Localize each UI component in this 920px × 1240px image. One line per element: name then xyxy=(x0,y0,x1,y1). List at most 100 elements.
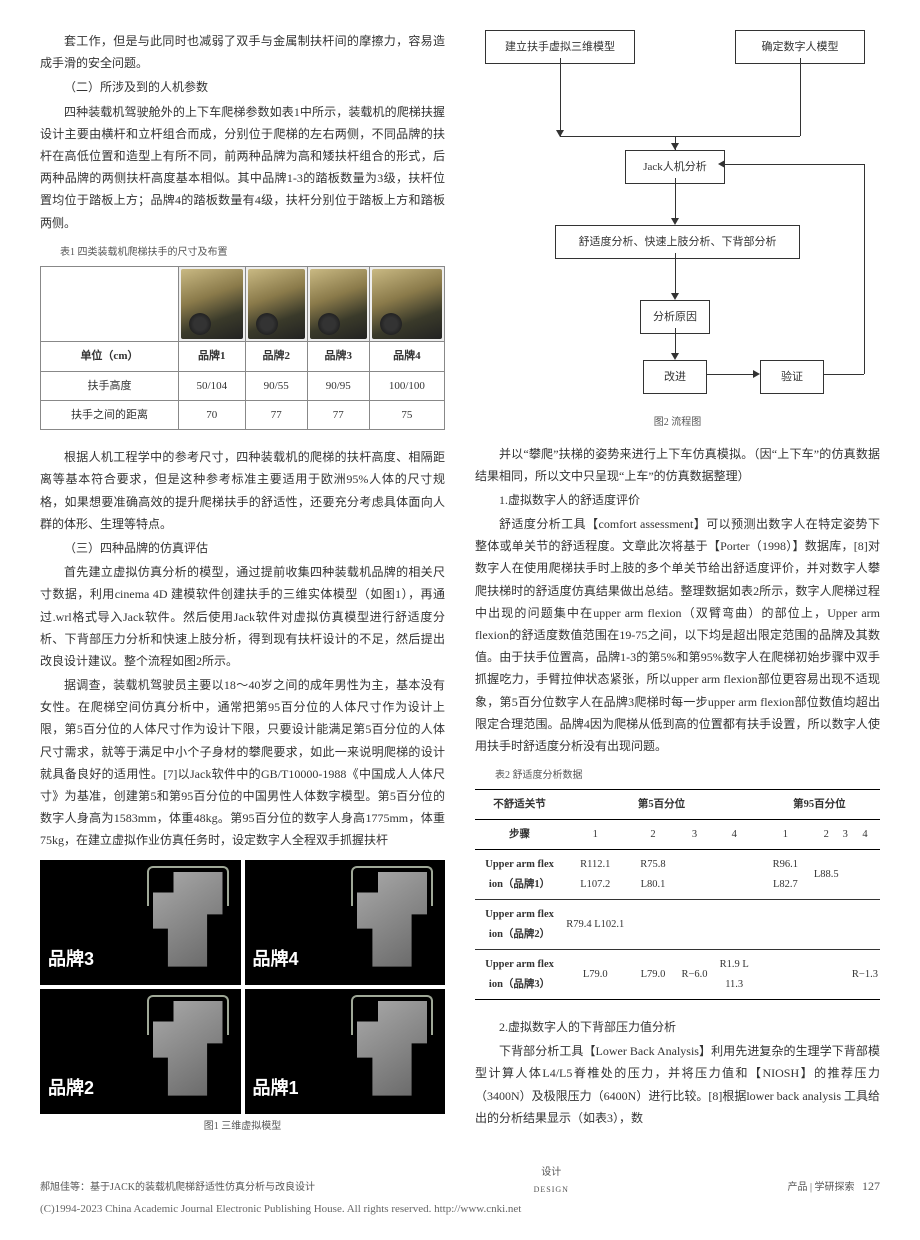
flow-arrow xyxy=(864,164,865,374)
section-title: （二）所涉及到的人机参数 xyxy=(40,76,445,98)
flow-arrow xyxy=(824,374,864,375)
flow-arrow xyxy=(725,164,864,165)
subsection-title: 1.虚拟数字人的舒适度评价 xyxy=(475,489,880,511)
table-cell: 90/55 xyxy=(245,371,307,400)
page-number: 127 xyxy=(862,1179,880,1193)
arrowhead-icon xyxy=(671,218,679,225)
flow-node: 验证 xyxy=(760,360,824,394)
paragraph: 舒适度分析工具【comfort assessment】可以预测出数字人在特定姿势… xyxy=(475,513,880,757)
table-cell xyxy=(759,900,812,950)
section-title: （三）四种品牌的仿真评估 xyxy=(40,537,445,559)
table-header: 第5百分位 xyxy=(564,789,759,819)
table-header: 不舒适关节 xyxy=(475,789,564,819)
footer-subtitle: DESIGN xyxy=(534,1183,569,1198)
table-cell: 扶手之间的距离 xyxy=(41,400,179,429)
arrowhead-icon xyxy=(671,353,679,360)
table-cell: 3 xyxy=(841,820,850,850)
figure-caption: 图1 三维虚拟模型 xyxy=(40,1118,445,1137)
flow-arrow xyxy=(725,136,800,137)
table-header: 第95百分位 xyxy=(759,789,880,819)
table-cell xyxy=(710,850,759,900)
model-render: 品牌3 xyxy=(40,860,241,985)
table-cell: 100/100 xyxy=(369,371,444,400)
model-render: 品牌2 xyxy=(40,989,241,1114)
footer-center: 设计 DESIGN xyxy=(534,1164,569,1197)
table-cell: 1 xyxy=(759,820,812,850)
table-cell: 2 xyxy=(626,820,679,850)
table-cell: 50/104 xyxy=(178,371,245,400)
paragraph: 套工作，但是与此同时也减弱了双手与金属制扶杆间的摩擦力，容易造成手滑的安全问题。 xyxy=(40,30,445,74)
flow-arrow xyxy=(625,136,725,137)
table-cell: 步骤 xyxy=(475,820,564,850)
flow-arrow xyxy=(560,58,561,136)
table-cell: 4 xyxy=(710,820,759,850)
flow-arrow xyxy=(707,374,753,375)
table-header: 品牌3 xyxy=(307,342,369,371)
model-label: 品牌1 xyxy=(253,1072,299,1105)
copyright-line: (C)1994-2023 China Academic Journal Elec… xyxy=(40,1199,880,1219)
footer-title: 设计 xyxy=(534,1164,569,1183)
table-caption: 表2 舒适度分析数据 xyxy=(495,767,880,786)
paragraph: 首先建立虚拟仿真分析的模型，通过提前收集四种装载机品牌的相关尺寸数据，利用cin… xyxy=(40,561,445,672)
table-cell: 70 xyxy=(178,400,245,429)
table-cell: Upper arm flex ion（品牌3） xyxy=(475,950,564,1000)
paragraph: 下背部分析工具【Lower Back Analysis】利用先进复杂的生理学下背… xyxy=(475,1040,880,1129)
page-footer: 郝旭佳等：基于JACK的装载机爬梯舒适性仿真分析与改良设计 设计 DESIGN … xyxy=(40,1164,880,1197)
arrowhead-icon xyxy=(671,293,679,300)
figure-1: 品牌3 品牌4 品牌2 品牌1 xyxy=(40,860,445,1114)
table-cell xyxy=(841,900,850,950)
table-cell: Upper arm flex ion（品牌1） xyxy=(475,850,564,900)
flow-arrow xyxy=(800,58,801,136)
loader-photo xyxy=(372,269,442,339)
table-cell: R−6.0 xyxy=(679,950,709,1000)
flow-arrow xyxy=(675,253,676,293)
table-cell: 77 xyxy=(245,400,307,429)
arrowhead-icon xyxy=(718,160,725,168)
table-cell: L79.0 xyxy=(626,950,679,1000)
paragraph: 四种装载机驾驶舱外的上下车爬梯参数如表1中所示，装载机的爬梯扶握设计主要由横杆和… xyxy=(40,101,445,234)
table-cell: 2 xyxy=(812,820,841,850)
table-header: 品牌4 xyxy=(369,342,444,371)
table-caption: 表1 四类装载机爬梯扶手的尺寸及布置 xyxy=(60,244,445,263)
table-header: 品牌2 xyxy=(245,342,307,371)
table-cell xyxy=(679,900,709,950)
table-cell: R96.1 L82.7 xyxy=(759,850,812,900)
subsection-title: 2.虚拟数字人的下背部压力值分析 xyxy=(475,1016,880,1038)
table-cell: Upper arm flex ion（品牌2） xyxy=(475,900,564,950)
table-cell: 3 xyxy=(679,820,709,850)
flow-node: 舒适度分析、快速上肢分析、下背部分析 xyxy=(555,225,800,259)
table-cell: 77 xyxy=(307,400,369,429)
table-cell: 扶手高度 xyxy=(41,371,179,400)
table-cell xyxy=(812,950,841,1000)
table-cell: R112.1 L107.2 xyxy=(564,850,626,900)
table-cell: L88.5 xyxy=(812,850,841,900)
table-cell xyxy=(850,850,880,900)
table-cell: R1.9 L 11.3 xyxy=(710,950,759,1000)
loader-photo xyxy=(310,269,367,339)
flow-arrow xyxy=(675,178,676,218)
arrowhead-icon xyxy=(753,370,760,378)
footer-section: 产品 | 学研探索 xyxy=(787,1182,854,1193)
table-header: 品牌1 xyxy=(178,342,245,371)
model-render: 品牌4 xyxy=(245,860,446,985)
model-label: 品牌3 xyxy=(48,943,94,976)
table-cell xyxy=(679,850,709,900)
paragraph: 并以“攀爬”扶梯的姿势来进行上下车仿真模拟。（因“上下车”的仿真数据结果相同，所… xyxy=(475,443,880,487)
table-cell: L79.0 xyxy=(564,950,626,1000)
loader-photo xyxy=(248,269,305,339)
footer-right: 产品 | 学研探索 127 xyxy=(787,1175,880,1198)
table-cell: R−1.3 xyxy=(850,950,880,1000)
table-2-body: 不舒适关节 第5百分位 第95百分位 步骤 1 2 3 4 1 2 3 4 Up… xyxy=(475,789,880,1000)
paragraph: 据调查，装载机驾驶员主要以18～40岁之间的成年男性为主，基本没有女性。在爬梯空… xyxy=(40,674,445,852)
table-cell: 90/95 xyxy=(307,371,369,400)
table-cell xyxy=(626,900,679,950)
model-label: 品牌4 xyxy=(253,943,299,976)
table-cell xyxy=(759,950,812,1000)
table-1: 单位（cm） 品牌1 品牌2 品牌3 品牌4 扶手高度 50/104 90/55… xyxy=(40,266,445,430)
table-cell: R79.4 L102.1 xyxy=(564,900,626,950)
flow-node: 改进 xyxy=(643,360,707,394)
flow-arrow xyxy=(560,136,625,137)
model-render: 品牌1 xyxy=(245,989,446,1114)
table-header: 单位（cm） xyxy=(41,342,179,371)
footer-left: 郝旭佳等：基于JACK的装载机爬梯舒适性仿真分析与改良设计 xyxy=(40,1179,315,1198)
